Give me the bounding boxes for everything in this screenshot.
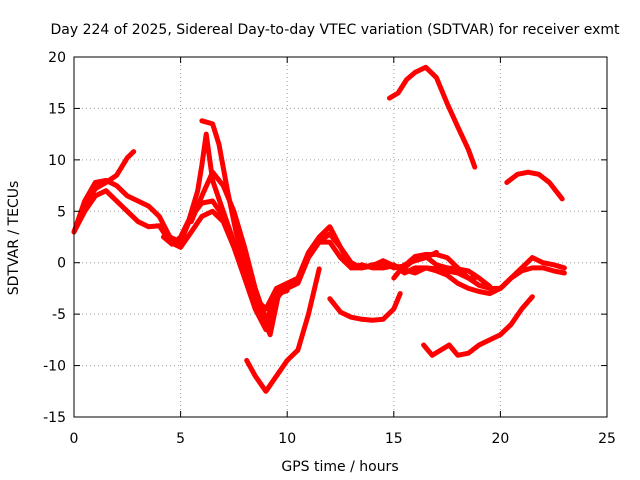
x-tick-label: 10 [278, 431, 296, 447]
series-line-track-13 [504, 169, 565, 202]
series-line-track-6 [188, 169, 290, 322]
y-axis-label: SDTVAR / TECUs [6, 181, 22, 296]
x-tick-label: 20 [491, 431, 509, 447]
series-line-track-8 [316, 231, 567, 297]
y-tick-label: -5 [52, 307, 66, 323]
plot-frame [73, 56, 608, 418]
series-line-track-10 [391, 249, 439, 281]
x-tick-label: 15 [385, 431, 403, 447]
y-tick-label: -10 [43, 359, 66, 375]
y-tick-label: -15 [43, 410, 66, 426]
ticks [73, 56, 608, 418]
y-tick-label: 10 [48, 153, 66, 169]
series-layer [71, 64, 567, 394]
x-tick-label: 5 [176, 431, 185, 447]
y-tick-label: 5 [57, 204, 66, 220]
series-line-track-4 [161, 131, 248, 255]
chart-title: Day 224 of 2025, Sidereal Day-to-day VTE… [51, 22, 621, 38]
grid [74, 57, 607, 417]
series-line-track-14 [421, 294, 535, 358]
tick-labels: 0 5 10 15 20 25 -15 -10 -5 0 5 10 15 20 [43, 50, 616, 447]
x-tick-label: 25 [598, 431, 616, 447]
y-tick-label: 15 [48, 101, 66, 117]
series-line-track-11 [327, 291, 403, 323]
series-line-track-7 [244, 266, 322, 394]
series-line-track-5 [199, 118, 290, 338]
y-tick-label: 20 [48, 50, 66, 66]
x-axis-label: GPS time / hours [281, 459, 398, 475]
series-line-track-12 [387, 64, 478, 170]
y-tick-label: 0 [57, 256, 66, 272]
x-tick-label: 0 [70, 431, 79, 447]
